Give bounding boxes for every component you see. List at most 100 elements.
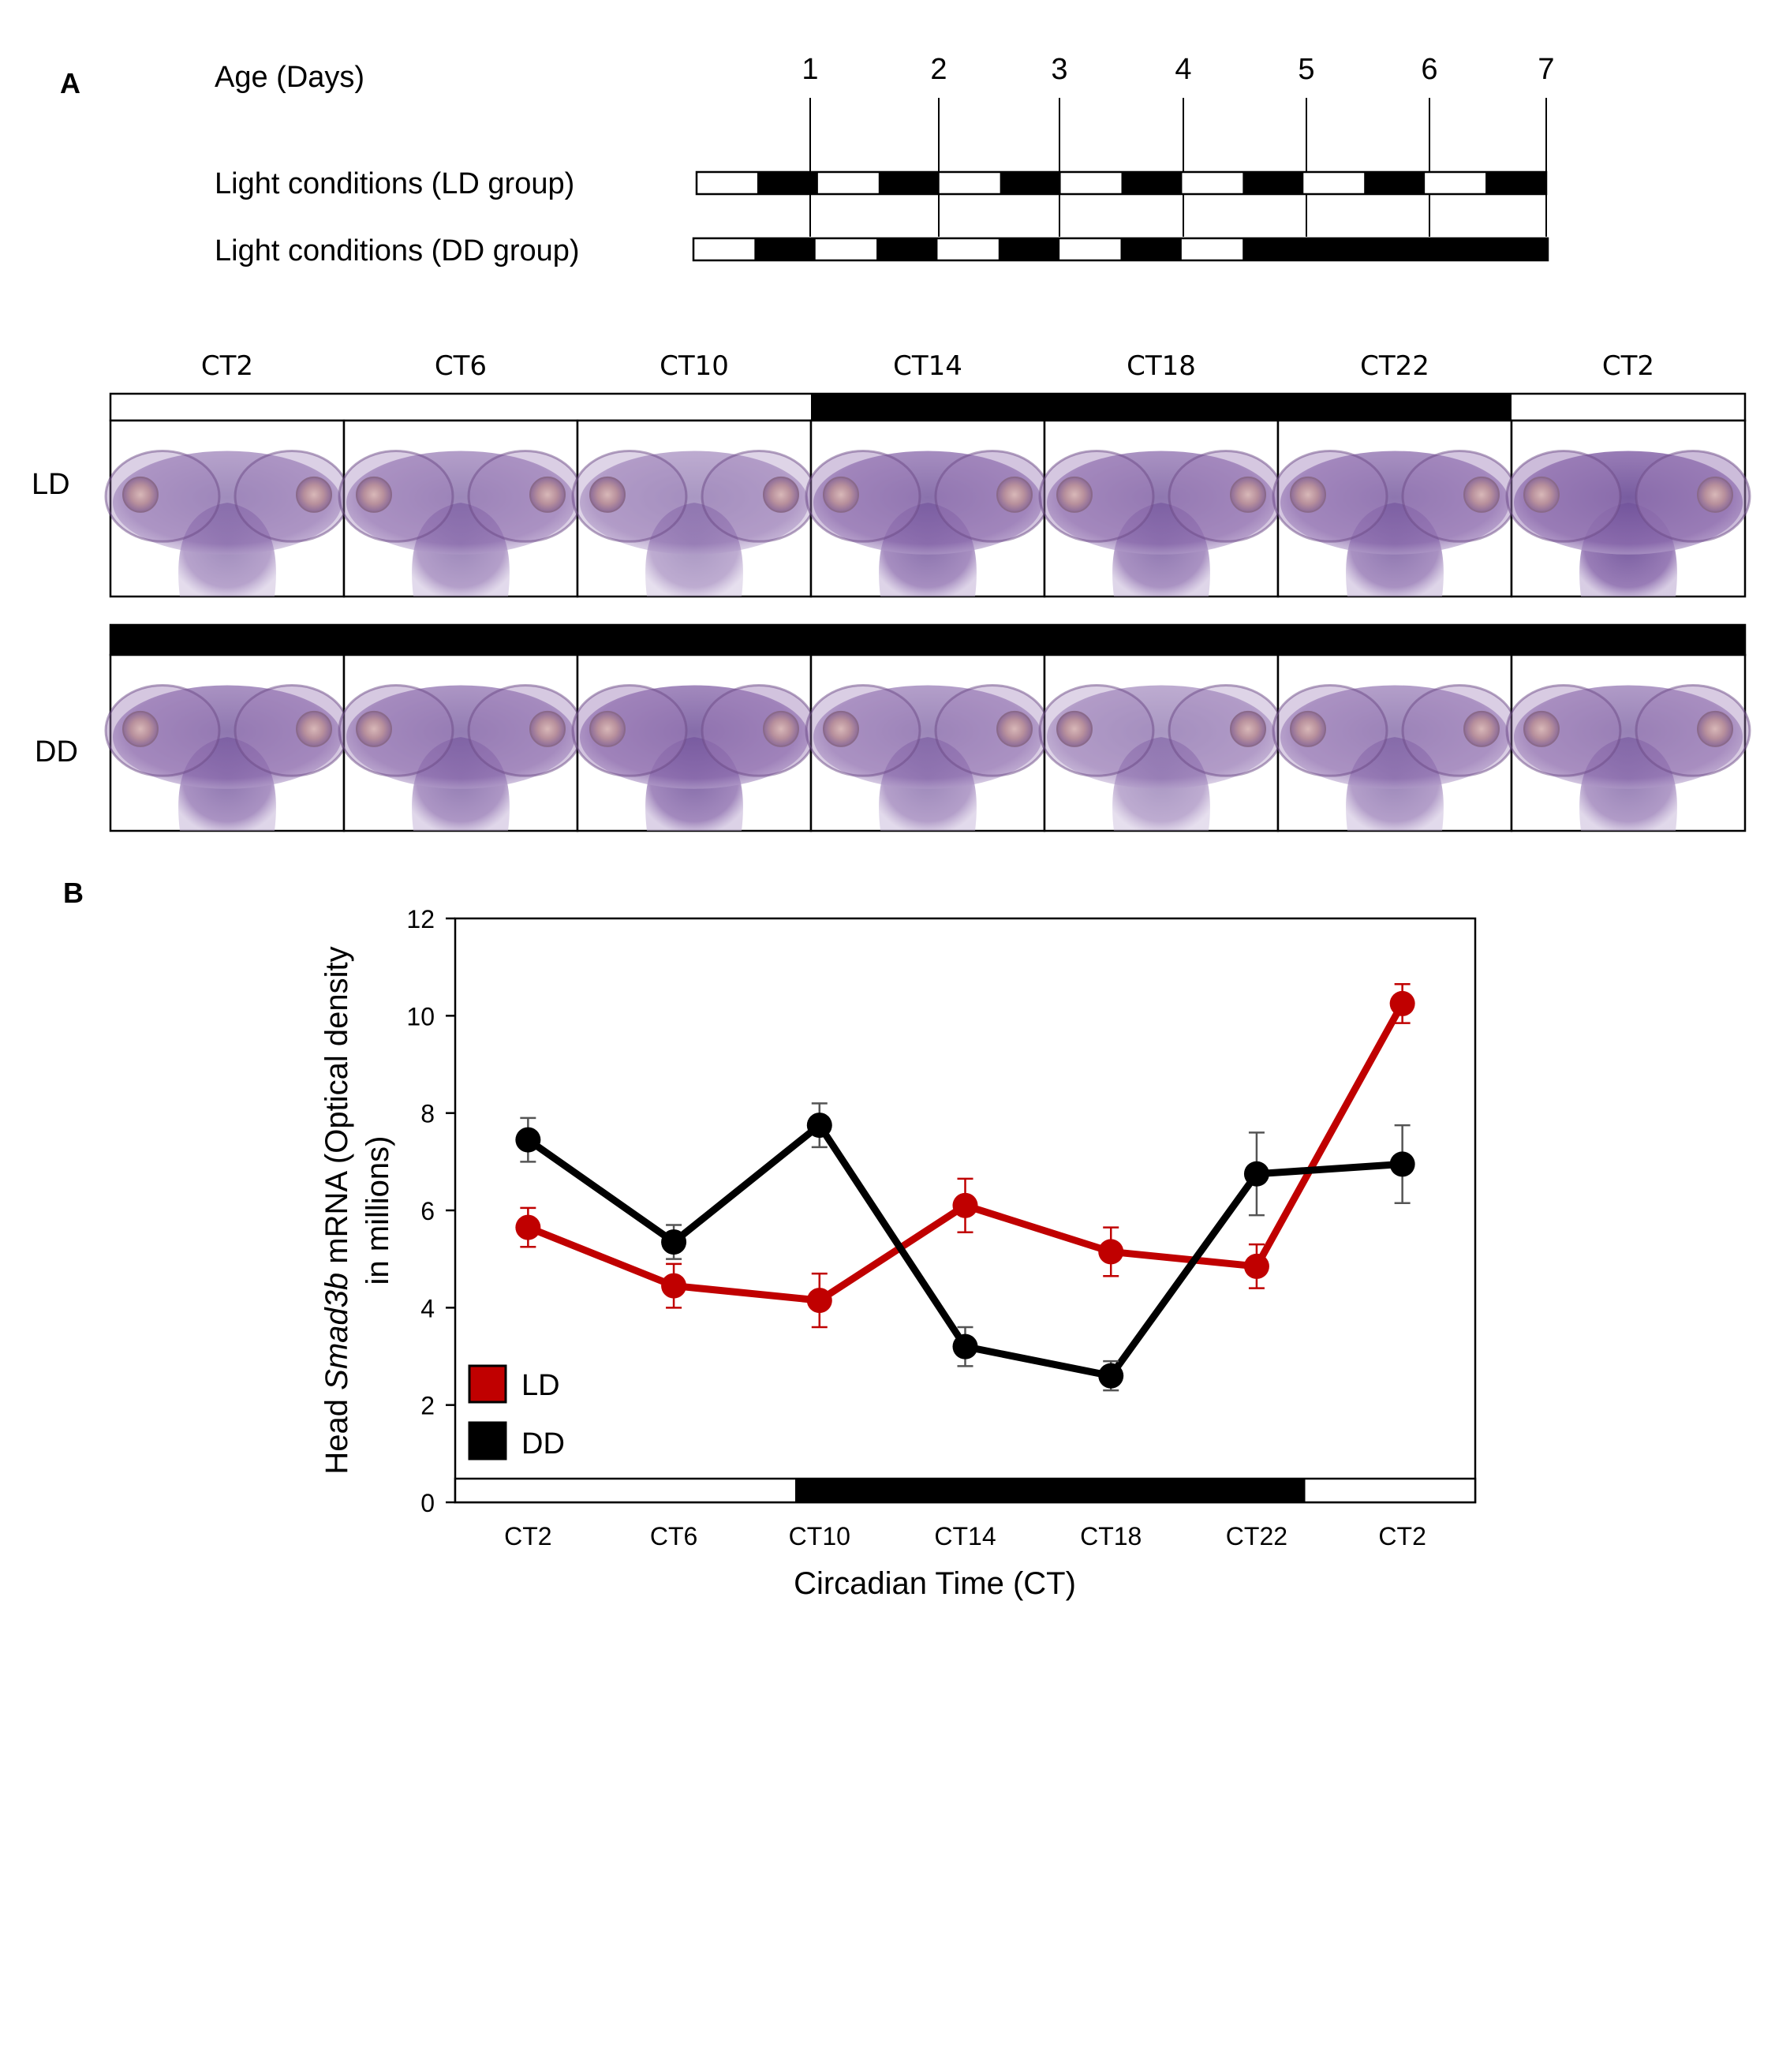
timepoint-label: CT22 <box>1360 350 1429 382</box>
dd-lens <box>1230 710 1266 747</box>
ld-lens <box>296 476 332 513</box>
y-axis: 0 2 4 6 8 10 12 <box>406 905 455 1517</box>
data-point-dd <box>1098 1363 1124 1389</box>
ld-schedule-segment-dark <box>1000 172 1062 194</box>
data-point-dd <box>806 1113 832 1139</box>
dd-lens <box>1697 710 1733 747</box>
dd-photoperiod-segment-dark <box>344 625 578 655</box>
day-label-7: 7 <box>1538 53 1554 86</box>
ld-embryo-head <box>1272 450 1518 597</box>
dd-lens <box>122 710 159 747</box>
ld-head <box>580 451 809 555</box>
y-tick-label: 4 <box>420 1294 435 1322</box>
dd-light-schedule-bar <box>692 237 1549 262</box>
ld-lens <box>356 476 392 513</box>
ld-schedule-segment-light <box>1182 172 1243 194</box>
dd-photoperiod-segment-dark <box>811 625 1045 655</box>
ld-lens <box>589 476 626 513</box>
circadian-light-bar <box>454 1477 1477 1504</box>
light-bar-segment-dark <box>1135 1479 1306 1502</box>
ld-lens <box>1290 476 1326 513</box>
ld-schedule-segment-dark <box>1242 172 1304 194</box>
dd-eye-cup <box>1038 684 1155 777</box>
dd-schedule-segment-dark <box>998 238 1060 260</box>
ld-lens <box>1056 476 1093 513</box>
data-point-dd <box>515 1127 541 1153</box>
dd-eye-cup <box>571 684 688 777</box>
ld-photoperiod-segment-light <box>344 394 578 421</box>
y-axis-label: Head Smad3b mRNA (Optical density <box>320 946 354 1474</box>
dd-eye-cup <box>1505 684 1622 777</box>
ld-schedule-segment-light <box>1060 172 1122 194</box>
dd-row-label: DD <box>35 735 78 769</box>
dd-head <box>580 685 809 789</box>
ld-image-cell <box>1505 419 1751 598</box>
light-bar-segment-dark <box>795 1479 966 1502</box>
timepoint-label: CT18 <box>1127 350 1196 382</box>
x-tick-label: CT22 <box>1226 1522 1287 1550</box>
ld-head <box>1280 451 1509 555</box>
ld-embryo-head <box>1038 450 1284 597</box>
dd-lens <box>1463 710 1500 747</box>
ld-head <box>813 451 1042 555</box>
x-tick-label: CT2 <box>1378 1522 1426 1550</box>
dd-embryo-head <box>338 684 584 831</box>
dd-head <box>813 685 1042 789</box>
dd-eye-cup <box>1272 684 1388 777</box>
legend-label-ld: LD <box>521 1369 560 1402</box>
ld-eye-cup <box>338 450 454 543</box>
data-point-ld <box>806 1288 832 1314</box>
dd-head <box>346 685 575 789</box>
ld-image-cell <box>338 419 584 598</box>
day-label-2: 2 <box>930 53 947 86</box>
dd-photoperiod-segment-dark <box>110 625 345 655</box>
day-labels: 1 2 3 4 5 6 7 <box>802 53 1554 86</box>
ld-lens <box>529 476 566 513</box>
dd-lens <box>996 710 1033 747</box>
ld-schedule-segment-light <box>697 172 758 194</box>
dd-schedule-label: Light conditions (DD group) <box>215 234 580 267</box>
day-divider-lines <box>809 98 1547 237</box>
ld-eye-cup <box>1635 450 1751 543</box>
data-point-ld <box>661 1273 687 1299</box>
dd-schedule-segment-dark <box>1364 238 1426 260</box>
dd-lens <box>1290 710 1326 747</box>
data-point-ld <box>1098 1239 1124 1265</box>
ld-schedule-segment-dark <box>878 172 940 194</box>
panel-b-label: B <box>63 877 84 909</box>
ld-eye-cup <box>104 450 221 543</box>
ld-light-schedule-bar <box>695 170 1548 196</box>
dd-eye-cup <box>338 684 454 777</box>
y-axis-label-rest: mRNA (Optical density <box>320 946 354 1272</box>
y-tick-label: 8 <box>420 1100 435 1128</box>
dd-lens <box>296 710 332 747</box>
ld-lens <box>996 476 1033 513</box>
ld-lens <box>1463 476 1500 513</box>
dd-head <box>1514 685 1743 789</box>
dd-photoperiod-bar <box>109 623 1747 656</box>
dd-image-cell <box>571 653 817 832</box>
dd-photoperiod-segment-dark <box>1278 625 1512 655</box>
legend: LD DD <box>468 1364 565 1460</box>
ld-embryo-head <box>571 450 817 597</box>
dd-photoperiod-segment-dark <box>1512 625 1746 655</box>
x-tick-label: CT14 <box>934 1522 996 1550</box>
day-label-1: 1 <box>802 53 818 86</box>
ld-embryo-head <box>338 450 584 597</box>
ld-head <box>346 451 575 555</box>
dd-embryo-head <box>1505 684 1751 831</box>
ld-eye-cup <box>1272 450 1388 543</box>
x-tick-label: CT18 <box>1080 1522 1142 1550</box>
ld-image-cell <box>571 419 817 598</box>
ld-eye-cup <box>571 450 688 543</box>
dd-image-cell <box>1505 653 1751 832</box>
y-axis-label-gene: Smad3b <box>320 1273 354 1390</box>
x-tick-label: CT10 <box>789 1522 850 1550</box>
ld-head <box>113 451 342 555</box>
series-layer <box>515 983 1415 1392</box>
dd-eye-cup <box>1635 684 1751 777</box>
legend-swatch-ld <box>468 1364 507 1404</box>
dd-image-cell <box>805 653 1051 832</box>
dd-lens <box>356 710 392 747</box>
